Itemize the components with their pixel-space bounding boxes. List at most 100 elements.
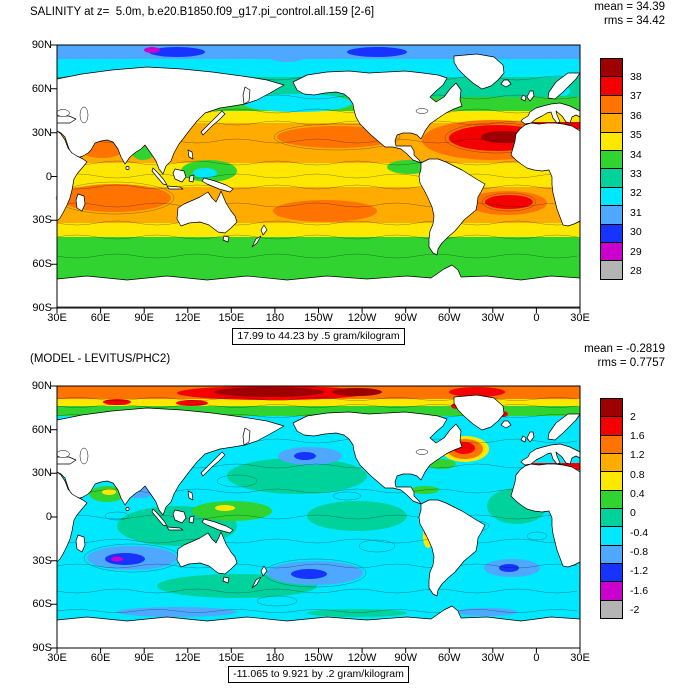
lon-tick-label: 150W xyxy=(304,652,333,664)
lat-tick-label: 60S xyxy=(32,598,52,611)
colorbar-tick-label: 2 xyxy=(630,410,636,423)
stat-mean: mean = -0.2819 xyxy=(584,343,665,355)
lon-tick-label: 30W xyxy=(481,312,505,324)
lat-tick-label: 30N xyxy=(31,126,52,139)
colorbar-box xyxy=(600,434,623,454)
colorbar-tick-label: -1.2 xyxy=(630,565,649,578)
colorbar-tick-label: 29 xyxy=(630,245,642,258)
lon-tick-label: 90W xyxy=(394,652,417,664)
lon-tick-label: 180 xyxy=(265,312,285,324)
caption-wrap-salinity: 17.99 to 44.23 by .5 gram/kilogram xyxy=(57,326,580,345)
colorbar-tick-label: -0.4 xyxy=(630,526,649,539)
colorbar-tick-label: 0.4 xyxy=(630,488,645,501)
lat-tick-label: 60N xyxy=(31,423,52,436)
lat-tick-label: 90N xyxy=(31,39,52,51)
panel-stats-salinity: mean = 34.39 rms = 34.42 xyxy=(594,1,665,28)
stat-rms: rms = 0.7757 xyxy=(597,356,665,369)
colorbar-box xyxy=(600,149,623,170)
colorbar-box xyxy=(600,526,623,546)
colorbar-tick-label: 30 xyxy=(630,226,642,239)
lat-tick-label: 30N xyxy=(31,467,52,480)
colorbar-tick-label: 37 xyxy=(630,90,642,103)
lat-tick-label: 60S xyxy=(32,258,52,271)
colorbar-difference xyxy=(600,398,623,619)
colorbar-tick-label: 31 xyxy=(630,206,642,219)
plot-frame xyxy=(56,44,581,309)
contour-lines xyxy=(56,397,578,613)
colorbar-box xyxy=(600,168,623,188)
colorbar-tick-label: 32 xyxy=(630,187,642,200)
panel-stats-difference: mean = -0.2819 rms = 0.7757 xyxy=(584,343,665,370)
lon-tick-label: 0 xyxy=(533,652,540,664)
salinity-map xyxy=(51,44,581,313)
colorbar-box xyxy=(600,562,623,583)
colorbar-tick-label: 35 xyxy=(630,129,642,142)
colorbar-box xyxy=(600,489,623,509)
panel-title-salinity: SALINITY at z= 5.0m, b.e20.B1850.f09_g17… xyxy=(30,6,375,18)
contour-lines xyxy=(55,75,578,259)
caption-box-difference: -11.065 to 9.921 by .2 gram/kilogram xyxy=(228,666,409,683)
colorbar-tick-label: 28 xyxy=(630,264,642,277)
stat-rms: rms = 34.42 xyxy=(603,14,665,27)
colorbar-tick-label: 1.2 xyxy=(630,449,645,462)
axis-ticks xyxy=(51,44,581,313)
colorbar-box xyxy=(600,398,623,418)
lon-tick-label: 120E xyxy=(174,652,201,664)
lon-tick-label: 90W xyxy=(394,312,417,324)
lon-tick-label: 60W xyxy=(437,652,461,664)
colorbar-tick-label: -2 xyxy=(630,604,640,617)
colorbar-tick-label: 34 xyxy=(630,148,642,161)
lon-tick-label: 0 xyxy=(533,312,540,324)
panel-title-difference: (MODEL - LEVITUS/PHC2) xyxy=(30,353,171,365)
lat-tick-label: 30S xyxy=(32,554,52,567)
lon-tick-label: 60W xyxy=(437,312,461,324)
caption-wrap-difference: -11.065 to 9.921 by .2 gram/kilogram xyxy=(57,664,580,683)
lon-tick-label: 60E xyxy=(90,312,111,324)
colorbar-box xyxy=(600,58,623,78)
lon-tick-label: 30E xyxy=(47,652,67,664)
lat-tick-label: 30S xyxy=(32,214,52,227)
colorbar-tick-label: -0.8 xyxy=(630,546,649,559)
lon-tick-label: 120E xyxy=(174,312,201,324)
axis-ticks xyxy=(51,385,581,653)
colorbar-tick-label: -1.6 xyxy=(630,584,649,597)
colorbar-tick-label: 1.6 xyxy=(630,430,645,443)
colorbar-tick-label: 36 xyxy=(630,109,642,122)
lon-tick-label: 60E xyxy=(90,652,111,664)
lon-tick-label: 180 xyxy=(265,652,285,664)
colorbar-box xyxy=(600,205,623,225)
colorbar-tick-label: 0 xyxy=(630,507,636,520)
colorbar-box xyxy=(600,113,623,133)
lat-tick-label: 0 xyxy=(45,511,52,523)
colorbar-box xyxy=(600,186,623,207)
lat-tick-label: 90S xyxy=(32,642,52,654)
plot-frame xyxy=(56,385,581,649)
colorbar-salinity xyxy=(600,58,623,280)
lon-tick-label: 30E xyxy=(47,312,67,324)
difference-map xyxy=(51,385,581,653)
lon-tick-label: 120W xyxy=(347,312,377,324)
colorbar-box xyxy=(600,544,623,564)
colorbar-tick-label: 0.8 xyxy=(630,468,645,481)
colorbar-box xyxy=(600,507,623,528)
caption-box-salinity: 17.99 to 44.23 by .5 gram/kilogram xyxy=(232,328,405,345)
colorbar-box xyxy=(600,94,623,115)
colorbar-box xyxy=(600,599,623,619)
stat-mean: mean = 34.39 xyxy=(594,1,665,13)
lon-tick-label: 150W xyxy=(304,312,333,324)
lat-tick-label: 90N xyxy=(31,380,52,392)
colorbar-box xyxy=(600,76,623,96)
lat-tick-label: 0 xyxy=(45,170,52,183)
lat-tick-label: 90S xyxy=(32,302,52,314)
lon-tick-label: 150E xyxy=(218,312,245,324)
colorbar-box xyxy=(600,471,623,491)
colorbar-box xyxy=(600,241,623,262)
colorbar-box xyxy=(600,416,623,436)
colorbar-box xyxy=(600,581,623,601)
colorbar-box xyxy=(600,260,623,280)
colorbar-tick-label: 33 xyxy=(630,167,642,180)
lon-tick-label: 30E xyxy=(570,652,590,664)
lat-tick-label: 60N xyxy=(31,82,52,95)
lon-tick-label: 90E xyxy=(134,652,154,664)
lon-tick-label: 120W xyxy=(347,652,377,664)
